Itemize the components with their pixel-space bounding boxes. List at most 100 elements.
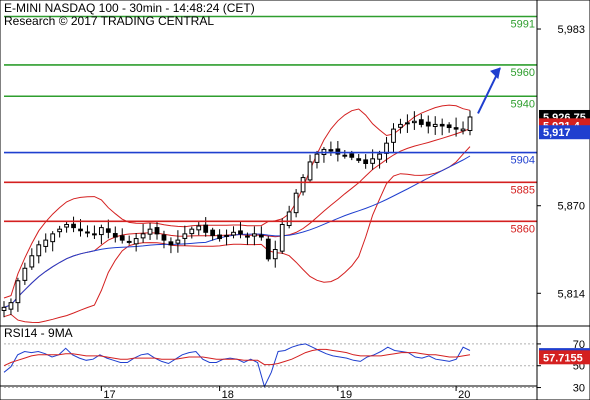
candle-body	[147, 228, 153, 235]
candle	[439, 118, 445, 136]
candle	[411, 111, 417, 130]
chart-title: E-MINI NASDAQ 100 - 30min - 14:48:24 (CE…	[4, 1, 255, 15]
moving-average-line	[3, 155, 471, 308]
candle	[71, 216, 76, 233]
candle	[314, 150, 320, 169]
candle	[105, 219, 111, 239]
candle-body	[384, 142, 389, 154]
candle-body	[446, 124, 452, 129]
candle	[92, 225, 97, 240]
candle	[307, 154, 313, 183]
candle	[342, 150, 348, 159]
candle-body	[377, 153, 382, 160]
candle-body	[126, 240, 132, 243]
candle-body	[98, 227, 104, 236]
level-label-5991: 5991	[511, 19, 535, 31]
time-tick-label: 17	[103, 389, 115, 400]
candle-body	[356, 158, 362, 161]
candle-body	[432, 123, 438, 127]
candle-body	[300, 177, 306, 193]
candle	[43, 233, 49, 253]
candle	[175, 230, 181, 253]
level-label-5885: 5885	[511, 184, 535, 196]
level-label-5960: 5960	[511, 67, 535, 79]
price-tick-label: 5,814	[557, 288, 585, 300]
candle-body	[272, 249, 278, 260]
candle-body	[8, 302, 14, 310]
candle-body	[425, 121, 431, 127]
candle	[147, 222, 153, 240]
price-tag-label: 5,917	[543, 127, 571, 139]
candle	[15, 277, 21, 312]
candle-body	[92, 233, 97, 236]
candle	[279, 218, 285, 254]
candle	[8, 298, 14, 315]
candle-body	[238, 230, 243, 235]
candle-body	[57, 228, 63, 233]
rsi-tick-label: 70	[573, 339, 585, 351]
candle	[453, 117, 459, 137]
candle-body	[210, 229, 216, 236]
candle-body	[196, 225, 202, 231]
time-tick-label: 18	[222, 389, 234, 400]
candle-body	[85, 231, 90, 234]
candle-body	[363, 159, 369, 164]
candle	[210, 227, 216, 241]
candle	[217, 229, 222, 242]
candle	[272, 240, 278, 268]
candle-body	[15, 280, 21, 304]
candle	[252, 226, 257, 246]
candle	[112, 226, 118, 243]
candle	[36, 240, 42, 264]
candle-body	[439, 123, 445, 127]
price-tick-label: 5,983	[557, 24, 585, 36]
candle-body	[224, 234, 229, 237]
level-label-5860: 5860	[511, 223, 535, 235]
candle-body	[140, 233, 146, 239]
candle-body	[43, 239, 49, 247]
candle-body	[391, 128, 396, 143]
candle	[238, 221, 243, 239]
candle-body	[307, 161, 313, 181]
candle-body	[279, 223, 285, 252]
candle-body	[252, 233, 257, 237]
candle	[418, 113, 424, 128]
candle-body	[203, 224, 209, 233]
candle	[405, 114, 410, 133]
time-tick-label: 19	[340, 389, 352, 400]
candle	[50, 231, 56, 252]
candle	[1, 301, 7, 318]
candle-body	[71, 223, 76, 229]
candle	[321, 147, 327, 163]
candle-body	[293, 192, 299, 214]
candle	[460, 121, 466, 135]
candle	[29, 248, 35, 270]
candle	[245, 232, 250, 245]
candle-body	[398, 123, 403, 128]
candle-body	[182, 233, 188, 239]
candle	[467, 110, 473, 136]
bollinger-lower-line	[3, 146, 471, 324]
candle	[57, 225, 63, 238]
candle	[203, 217, 209, 237]
candle-body	[453, 127, 459, 130]
candle-body	[335, 148, 341, 155]
candle-body	[105, 228, 111, 233]
candle-body	[78, 228, 83, 232]
chart-copyright: Research © 2017 TRADING CENTRAL	[4, 14, 214, 28]
candle	[258, 226, 264, 241]
candle-body	[231, 231, 236, 236]
candle	[446, 122, 452, 133]
candle	[196, 222, 202, 236]
candle	[189, 226, 195, 239]
time-tick-label: 20	[458, 389, 470, 400]
candle	[64, 220, 69, 233]
price-tick-label: 5,870	[557, 201, 585, 213]
candle	[85, 225, 90, 238]
level-label-5940: 5940	[511, 98, 535, 110]
candle-body	[133, 238, 139, 245]
candle-body	[161, 234, 167, 241]
candle-body	[405, 122, 410, 125]
candle	[391, 123, 396, 153]
rsi-tag-label: 57.7155	[543, 352, 583, 364]
